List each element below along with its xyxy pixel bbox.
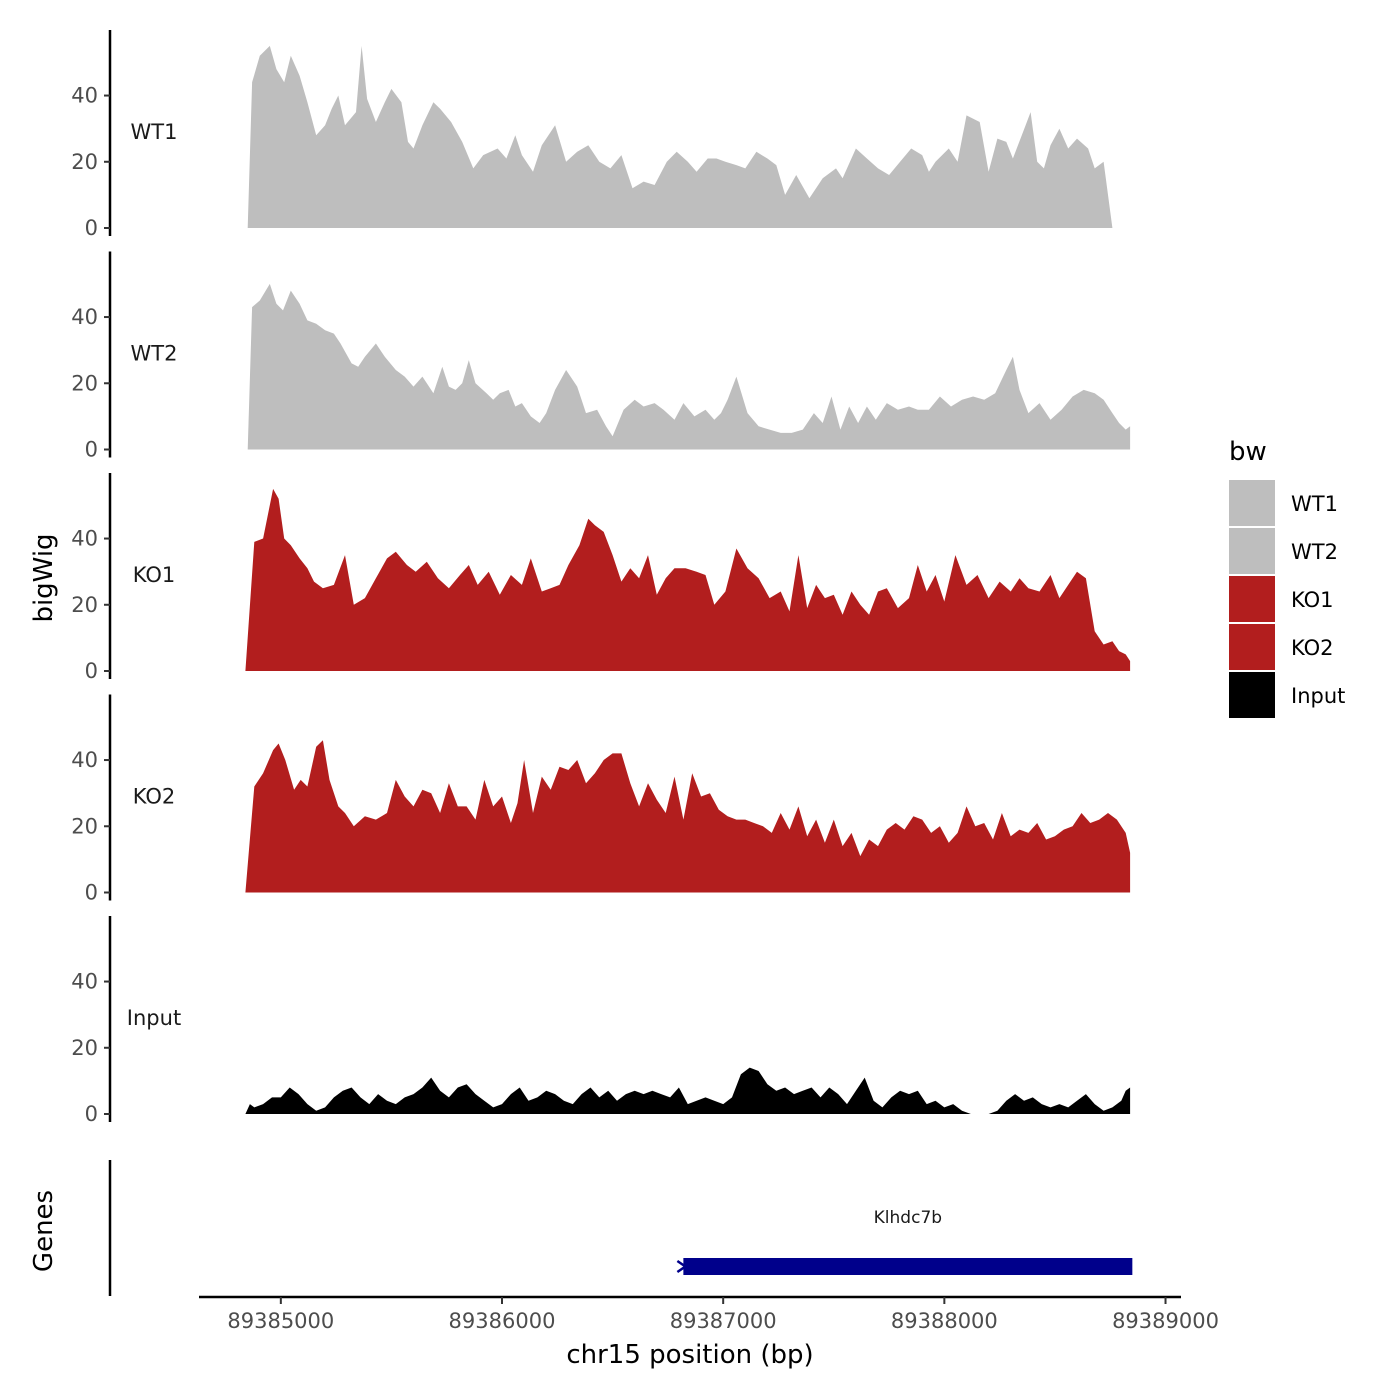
y-axis-title: bigWig [29,533,59,622]
legend-key-input [1229,672,1275,718]
strand-arrow [676,1259,688,1274]
y-tick-label: 40 [71,527,98,551]
gene-track-title: Genes [29,1190,59,1272]
legend: bw WT1 WT2 KO1 KO2 Input [1229,437,1345,718]
y-tick-label: 20 [71,150,98,174]
y-tick-label: 40 [71,305,98,329]
y-tick-label: 40 [71,748,98,772]
track-wt1: 0 20 40 WT1 [71,30,1133,240]
area-ko2 [245,740,1131,893]
gene-body-klhdc7b [683,1258,1133,1275]
y-tick-label: 0 [85,216,98,240]
area-wt1 [247,45,1133,229]
y-tick-label: 0 [85,438,98,462]
area-input [245,1067,1131,1114]
y-tick-label: 40 [71,970,98,994]
y-tick-label: 0 [85,881,98,905]
legend-key-ko1 [1229,576,1275,622]
track-input: 0 20 40 Input [71,916,1131,1126]
legend-label-ko1: KO1 [1291,588,1334,612]
x-tick-label: 89388000 [891,1309,998,1333]
legend-label-ko2: KO2 [1291,636,1334,660]
track-label-ko2: KO2 [133,784,176,808]
legend-label-wt1: WT1 [1291,492,1338,516]
track-ko2: 0 20 40 KO2 [71,694,1131,905]
area-wt2 [247,283,1131,450]
track-label-wt1: WT1 [131,120,178,144]
y-tick-label: 0 [85,659,98,683]
legend-label-input: Input [1291,684,1345,708]
y-tick-label: 20 [71,593,98,617]
legend-key-ko2 [1229,624,1275,670]
x-axis: 89385000 89386000 89387000 89388000 89389000 [199,1295,1219,1333]
legend-key-wt1 [1229,480,1275,526]
area-ko1 [245,488,1131,671]
gene-track: Klhdc7b [108,1160,1133,1296]
gene-label-klhdc7b: Klhdc7b [874,1208,942,1228]
y-tick-label: 0 [85,1102,98,1126]
coverage-tracks: 0 20 40 WT1 0 20 40 WT2 0 20 40 KO1 0 20 40 KO2 0 20 40 Inp… [71,30,1133,1126]
x-tick-label: 89389000 [1112,1309,1219,1333]
track-label-wt2: WT2 [131,341,178,365]
y-tick-label: 40 [71,84,98,108]
x-tick-label: 89385000 [227,1309,334,1333]
legend-label-wt2: WT2 [1291,540,1338,564]
track-label-ko1: KO1 [133,563,176,587]
x-axis-title: chr15 position (bp) [566,1340,813,1370]
track-wt2: 0 20 40 WT2 [71,251,1131,462]
y-tick-label: 20 [71,1036,98,1060]
track-label-input: Input [127,1006,181,1030]
y-tick-label: 20 [71,814,98,838]
track-ko1: 0 20 40 KO1 [71,473,1131,683]
legend-title: bw [1229,437,1267,467]
x-tick-label: 89387000 [670,1309,777,1333]
legend-key-wt2 [1229,528,1275,574]
x-tick-label: 89386000 [449,1309,556,1333]
y-tick-label: 20 [71,371,98,395]
